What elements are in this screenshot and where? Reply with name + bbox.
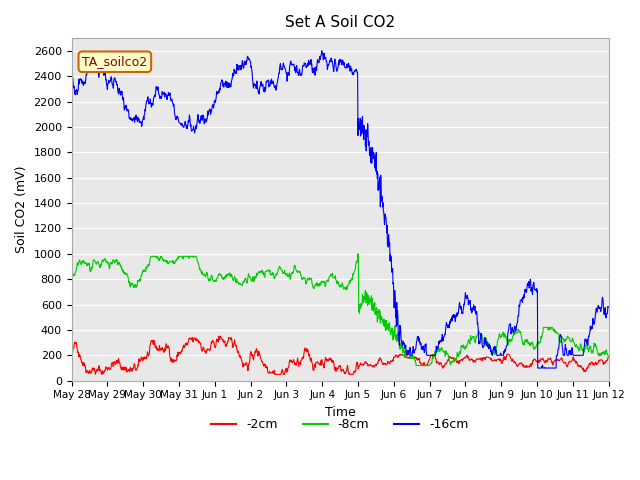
- -8cm: [354, 251, 362, 257]
- -8cm: [412, 362, 420, 368]
- Y-axis label: Soil CO2 (mV): Soil CO2 (mV): [15, 166, 28, 253]
- Text: TA_soilco2: TA_soilco2: [83, 55, 147, 68]
- -16cm: [174, 114, 182, 120]
- -2cm: [188, 336, 195, 342]
- -16cm: [318, 48, 326, 54]
- -2cm: [604, 355, 612, 360]
- -16cm: [541, 365, 549, 371]
- -2cm: [68, 352, 76, 358]
- -2cm: [248, 352, 255, 358]
- Line: -16cm: -16cm: [72, 51, 608, 368]
- -8cm: [494, 337, 502, 343]
- -8cm: [247, 276, 255, 281]
- -2cm: [215, 334, 223, 339]
- -16cm: [187, 122, 195, 128]
- -2cm: [494, 357, 502, 362]
- X-axis label: Time: Time: [324, 406, 355, 419]
- -16cm: [424, 352, 431, 358]
- Line: -8cm: -8cm: [72, 254, 608, 365]
- -16cm: [68, 73, 76, 79]
- -2cm: [98, 372, 106, 377]
- -8cm: [604, 354, 612, 360]
- -2cm: [424, 361, 431, 367]
- Legend: -2cm, -8cm, -16cm: -2cm, -8cm, -16cm: [206, 413, 474, 436]
- -8cm: [187, 253, 195, 259]
- -8cm: [174, 254, 182, 260]
- -16cm: [604, 304, 612, 310]
- -2cm: [174, 352, 182, 358]
- -8cm: [68, 276, 76, 282]
- -16cm: [493, 352, 501, 358]
- -16cm: [247, 64, 255, 70]
- Line: -2cm: -2cm: [72, 336, 608, 374]
- -2cm: [541, 359, 549, 365]
- -8cm: [424, 362, 431, 368]
- Title: Set A Soil CO2: Set A Soil CO2: [285, 15, 395, 30]
- -16cm: [534, 365, 541, 371]
- -8cm: [541, 324, 549, 330]
